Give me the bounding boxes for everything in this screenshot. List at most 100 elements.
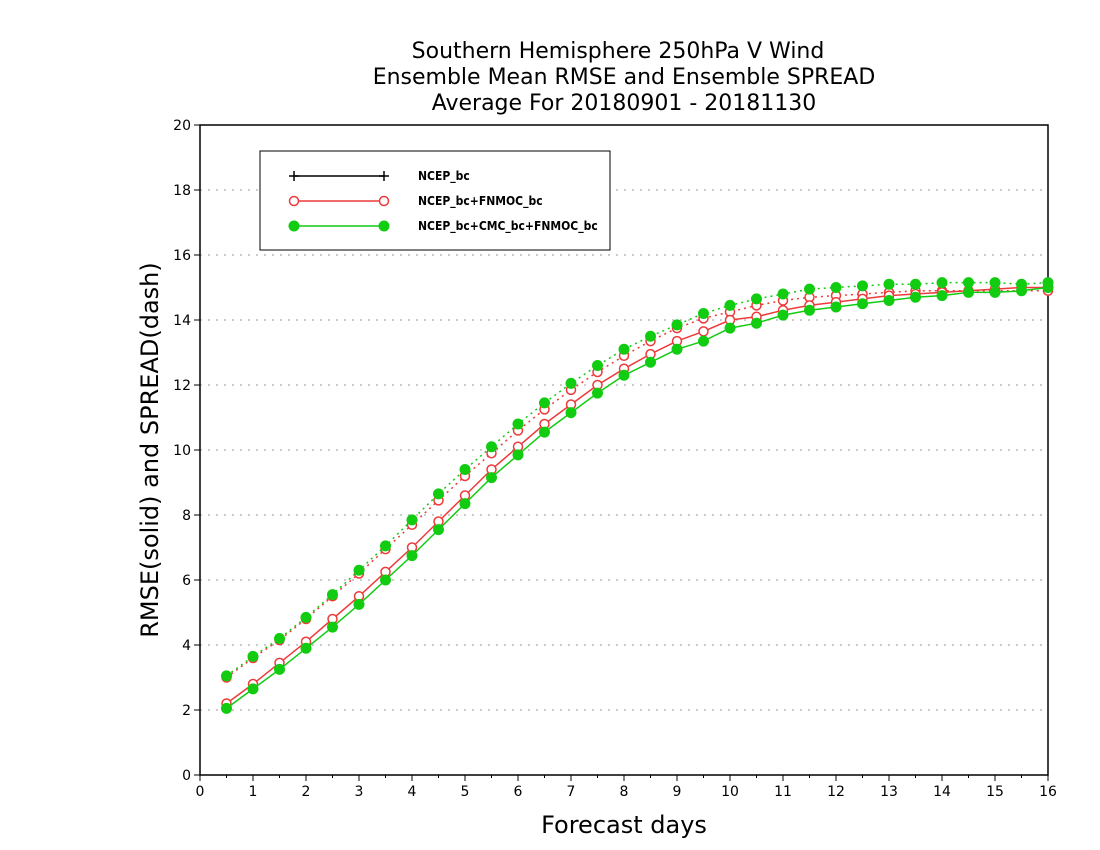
series-2-spread-point (883, 278, 895, 290)
y-axis-label: RMSE(solid) and SPREAD(dash) (136, 262, 164, 638)
legend: NCEP_bc NCEP_bc+FNMOC_bc NCEP_bc+CMC_bc+FN… (259, 150, 611, 251)
series-2-rmse-point (777, 309, 789, 321)
y-tick-label: 12 (173, 378, 191, 394)
series-1-rmse-line (226, 286, 1048, 705)
x-tick-label: 15 (986, 784, 1004, 800)
series-2-spread-point (777, 288, 789, 300)
series-2-spread-point (300, 611, 312, 623)
series-2-rmse-point (645, 356, 656, 368)
series-2-rmse-point (274, 663, 285, 675)
series-2-spread-line (226, 281, 1049, 677)
series-2-rmse-point (565, 407, 577, 419)
grid-lines (200, 189, 1048, 711)
series-2-rmse-point (459, 498, 471, 510)
series-2-rmse-point (247, 683, 259, 695)
series-2-rmse-point (539, 426, 550, 438)
series-layer (221, 277, 1054, 714)
series-2-rmse-point (592, 387, 603, 399)
x-tick-label: 11 (774, 784, 792, 800)
x-tick-label: 16 (1039, 784, 1057, 800)
x-tick-label: 7 (567, 784, 576, 800)
legend-item: NCEP_bc (289, 169, 470, 184)
series-2-rmse-point (512, 449, 524, 461)
series-2-spread-point (274, 633, 285, 644)
series-2-spread-point (910, 278, 921, 290)
series-2-spread-point (592, 360, 603, 371)
series-2-spread-point (353, 564, 365, 576)
y-tick-label: 2 (182, 703, 191, 719)
x-tick-label: 14 (933, 784, 951, 800)
series-2-spread-point (857, 280, 868, 292)
series-2-rmse-point (327, 621, 338, 633)
series-2-spread-point (936, 277, 948, 289)
series-2-spread-point (989, 277, 1001, 289)
legend-item: NCEP_bc+FNMOC_bc (288, 194, 543, 209)
legend-marker (288, 195, 300, 207)
series-2-spread-point (671, 319, 683, 331)
legend-marker (288, 220, 300, 232)
x-tick-label: 1 (249, 784, 258, 800)
legend-marker (379, 171, 389, 181)
series-2-spread-point (830, 282, 842, 293)
legend-marker (378, 220, 390, 232)
series-2-spread-point (221, 670, 232, 682)
series-2-rmse-point (300, 642, 312, 654)
series-2-rmse-point (910, 291, 921, 303)
legend-label: NCEP_bc+FNMOC_bc (418, 194, 543, 209)
series-2-rmse-point (618, 369, 630, 381)
series-2-spread-point (963, 277, 974, 289)
legend-item: NCEP_bc+CMC_bc+FNMOC_bc (288, 219, 598, 234)
series-2-spread-point (459, 464, 471, 475)
series-1-spread-line (226, 290, 1048, 679)
x-tick-label: 6 (514, 784, 523, 800)
series-2-spread-point (512, 418, 524, 430)
series-2-spread-point (433, 488, 444, 500)
y-tick-label: 4 (182, 638, 191, 654)
series-2-spread-point (327, 589, 338, 601)
series-2-rmse-point (406, 550, 418, 562)
y-tick-label: 8 (182, 508, 191, 524)
y-tick-label: 14 (173, 313, 191, 329)
series-2-rmse-point (857, 298, 868, 310)
series-2-spread-point (539, 397, 550, 409)
legend-marker (289, 171, 299, 181)
x-tick-label: 13 (880, 784, 898, 800)
series-2-rmse-point (1016, 285, 1027, 297)
x-tick-label: 12 (827, 784, 845, 800)
legend-label: NCEP_bc (418, 169, 470, 184)
series-2-rmse-point (353, 598, 365, 610)
series-2-rmse-point (963, 286, 974, 298)
series-2-rmse-point (751, 317, 762, 329)
series-2-rmse-point (486, 472, 497, 484)
x-tick-label: 0 (196, 784, 205, 800)
series-2-rmse-point (830, 301, 842, 313)
series-2-rmse-point (936, 290, 948, 302)
y-tick-label: 10 (173, 443, 191, 459)
series-2-spread-point (751, 293, 762, 305)
series-2-rmse-point (698, 335, 709, 347)
series-2-spread-point (618, 343, 630, 355)
series-2-rmse-point (804, 304, 815, 316)
series-2-spread-point (804, 283, 815, 295)
series-2-rmse-point (221, 702, 232, 714)
x-tick-label: 5 (461, 784, 470, 800)
legend-items: NCEP_bc NCEP_bc+FNMOC_bc NCEP_bc+CMC_bc+FN… (288, 169, 598, 234)
title-line-3: Average For 20180901 - 20181130 (432, 91, 817, 116)
series-2-rmse-point (989, 286, 1001, 298)
chart-title: Southern Hemisphere 250hPa V Wind Ensemb… (373, 39, 876, 116)
y-tick-label: 6 (182, 573, 191, 589)
series-2-rmse-point (433, 524, 444, 536)
series-2-spread-point (247, 650, 259, 662)
legend-label: NCEP_bc+CMC_bc+FNMOC_bc (418, 219, 598, 234)
title-line-1: Southern Hemisphere 250hPa V Wind (412, 39, 825, 64)
series-2-spread-point (645, 330, 656, 342)
x-axis-label: Forecast days (541, 811, 707, 839)
series-2-spread-point (486, 441, 497, 453)
series-2-rmse-line (226, 286, 1049, 710)
y-tick-label: 16 (173, 248, 191, 264)
y-tick-label: 20 (173, 118, 191, 134)
x-tick-label: 4 (408, 784, 417, 800)
x-tick-label: 9 (673, 784, 682, 800)
series-1-rmse-point (698, 326, 709, 337)
